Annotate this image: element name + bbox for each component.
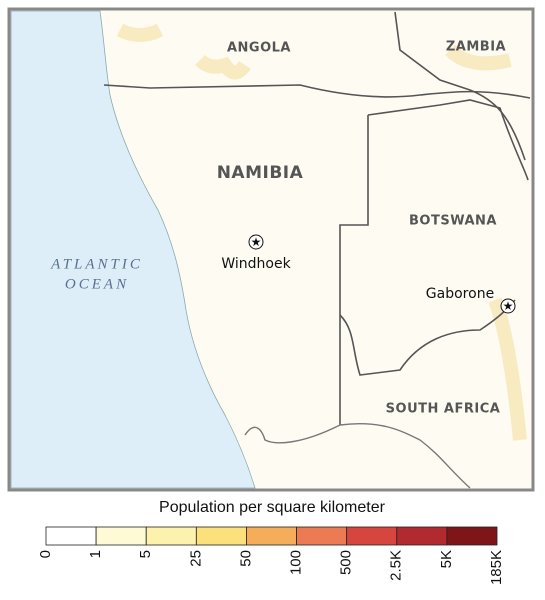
capital-star: ★ <box>503 299 514 313</box>
capital-marker <box>248 234 264 250</box>
legend-tick-label: 1 <box>87 550 104 558</box>
legend-swatch <box>246 526 297 546</box>
legend-tick-label: 100 <box>288 550 305 575</box>
country-label: NAMIBIA <box>217 163 304 183</box>
capital-marker <box>500 298 516 314</box>
legend-swatch <box>145 526 197 546</box>
legend: 0 1 5 25 50 100 500 2.5K 5K 185K <box>37 526 505 585</box>
legend-tick-label: 2.5K <box>388 550 405 581</box>
legend-tick-label: 500 <box>338 550 355 575</box>
orange-river <box>244 422 471 489</box>
city-label: Gaborone <box>426 286 494 302</box>
ocean <box>10 10 256 489</box>
ocean-label: ATLANTIC <box>50 256 143 272</box>
legend-swatch <box>446 526 498 546</box>
population-density <box>116 23 527 441</box>
country-label: ANGOLA <box>227 41 291 56</box>
angola-border <box>103 84 531 99</box>
legend-swatch <box>195 526 247 546</box>
country-label: BOTSWANA <box>409 214 497 229</box>
legend-tick-label: 25 <box>187 550 204 567</box>
legend-swatch <box>95 526 147 546</box>
botswana-north-border <box>367 99 529 181</box>
legend-tick-label: 185K <box>488 550 505 585</box>
legend-tick-label: 0 <box>37 550 54 558</box>
legend-tick-label: 50 <box>237 550 254 567</box>
legend-swatch <box>45 526 97 546</box>
south-africa-border <box>339 299 516 376</box>
country-label: ZAMBIA <box>446 40 506 55</box>
ocean-label: OCEAN <box>65 276 129 292</box>
legend-tick-label: 5 <box>137 550 154 558</box>
capital-star: ★ <box>251 235 262 249</box>
legend-tick-label: 5K <box>438 550 455 568</box>
legend-swatch <box>346 526 398 546</box>
legend-swatch <box>396 526 448 546</box>
botswana-border <box>339 115 369 425</box>
zambia-border <box>394 11 526 161</box>
city-label: Windhoek <box>221 256 291 272</box>
legend-title: Population per square kilometer <box>159 499 386 516</box>
legend-swatch <box>296 526 348 546</box>
country-label: SOUTH AFRICA <box>386 402 501 417</box>
